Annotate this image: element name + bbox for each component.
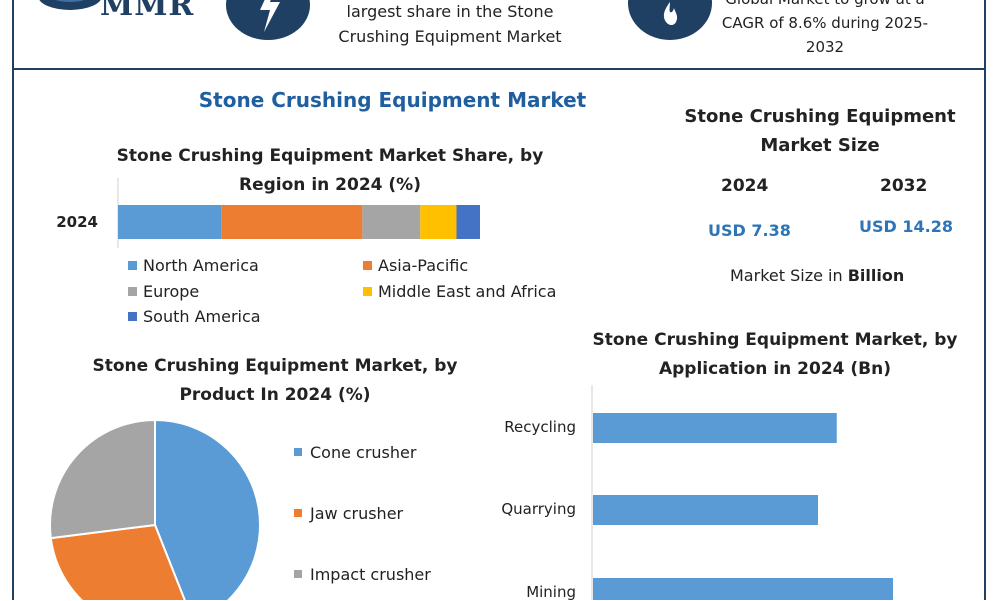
legend-swatch — [128, 261, 137, 270]
legend-label: Cone crusher — [310, 443, 417, 462]
legend-label: Jaw crusher — [310, 504, 404, 523]
product-legend-item-impact-crusher: Impact crusher — [294, 565, 431, 584]
product-chart-title-line-1: Stone Crushing Equipment Market, by — [92, 356, 458, 376]
region-share-chart: 2024 — [56, 178, 480, 248]
legend-label: North America — [143, 256, 259, 275]
legend-swatch — [363, 261, 372, 270]
region-bar-segment-europe — [362, 205, 421, 239]
region-legend-item-south-america: South America — [128, 307, 261, 326]
top-card-2-text: Global Market to grow at a CAGR of 8.6% … — [705, 0, 945, 59]
market-size-unit-note: Market Size in Billion — [730, 266, 904, 285]
market-size-unit-prefix: Market Size in — [730, 266, 848, 285]
market-size-value-2024: USD 7.38 — [708, 221, 791, 240]
region-legend-item-asia-pacific: Asia-Pacific — [363, 256, 468, 275]
lightning-icon — [226, 0, 310, 40]
market-size-year-2032: 2032 — [880, 176, 928, 196]
product-legend-item-cone-crusher: Cone crusher — [294, 443, 416, 462]
legend-label: Europe — [143, 282, 200, 301]
application-bar-chart — [591, 385, 893, 600]
region-legend-item-europe: Europe — [128, 282, 199, 301]
application-chart-title-line-1: Stone Crushing Equipment Market, by — [592, 330, 958, 350]
legend-swatch — [294, 570, 302, 578]
top-card-2-line-3: 2032 — [805, 38, 845, 56]
top-card-1-text: largest share in the Stone Crushing Equi… — [320, 0, 580, 49]
product-pie-chart — [49, 418, 261, 600]
top-card-2-line-2: CAGR of 8.6% during 2025- — [721, 14, 929, 32]
legend-label: Impact crusher — [310, 565, 431, 584]
market-size-title-line-2: Market Size — [760, 135, 880, 156]
region-bar-segment-middle-east-and-africa — [420, 205, 457, 239]
market-size-unit-bold: Billion — [847, 266, 905, 285]
brand-logo — [39, 0, 101, 10]
pie-slice-impact-crusher — [49, 418, 156, 540]
market-size-year-2024: 2024 — [721, 176, 769, 196]
region-chart-title-line-1: Stone Crushing Equipment Market Share, b… — [116, 146, 544, 166]
application-label-mining: Mining — [526, 583, 576, 601]
application-bar-mining — [593, 578, 893, 600]
region-bar-segment-asia-pacific — [221, 205, 363, 239]
region-chart-title: Stone Crushing Equipment Market Share, b… — [100, 142, 560, 200]
application-chart-title: Stone Crushing Equipment Market, by Appl… — [560, 326, 990, 384]
region-bar-segment-north-america — [118, 205, 222, 239]
legend-swatch — [128, 287, 137, 296]
market-size-title-line-1: Stone Crushing Equipment — [684, 106, 956, 127]
legend-swatch — [294, 509, 302, 517]
pie-slice-cone-crusher — [154, 418, 261, 600]
product-chart-title-line-2: Product In 2024 (%) — [179, 385, 371, 405]
legend-label: Middle East and Africa — [378, 282, 557, 301]
region-legend-item-middle-east-and-africa: Middle East and Africa — [363, 282, 556, 301]
region-chart-category-label: 2024 — [56, 213, 98, 231]
market-size-title: Stone Crushing Equipment Market Size — [680, 102, 960, 160]
pie-slice-jaw-crusher — [49, 523, 186, 600]
frame-left-border — [12, 0, 14, 600]
main-title: Stone Crushing Equipment Market — [198, 88, 587, 112]
application-chart-title-line-2: Application in 2024 (Bn) — [658, 359, 892, 379]
region-chart-title-line-2: Region in 2024 (%) — [239, 175, 421, 195]
application-label-recycling: Recycling — [504, 418, 576, 436]
top-card-1-line-1: largest share in the Stone — [346, 2, 554, 21]
legend-swatch — [294, 448, 302, 456]
product-chart-title: Stone Crushing Equipment Market, by Prod… — [60, 352, 490, 410]
application-bar-quarrying — [593, 495, 818, 525]
legend-label: Asia-Pacific — [378, 256, 469, 275]
frame-right-border — [984, 0, 986, 600]
application-bar-recycling — [593, 413, 837, 443]
top-card-2-line-1: Global Market to grow at a — [705, 0, 945, 11]
region-legend-item-north-america: North America — [128, 256, 259, 275]
top-card-1-line-2: Crushing Equipment Market — [338, 27, 562, 46]
market-size-value-2032: USD 14.28 — [859, 217, 953, 236]
flame-icon — [628, 0, 712, 40]
brand-logo-text: MMR — [100, 0, 195, 23]
frame-top-divider — [12, 68, 986, 70]
legend-swatch — [128, 312, 137, 321]
region-bar-segment-south-america — [456, 205, 480, 239]
legend-label: South America — [143, 307, 261, 326]
application-label-quarrying: Quarrying — [501, 500, 576, 518]
legend-swatch — [363, 287, 372, 296]
product-legend-item-jaw-crusher: Jaw crusher — [294, 504, 403, 523]
